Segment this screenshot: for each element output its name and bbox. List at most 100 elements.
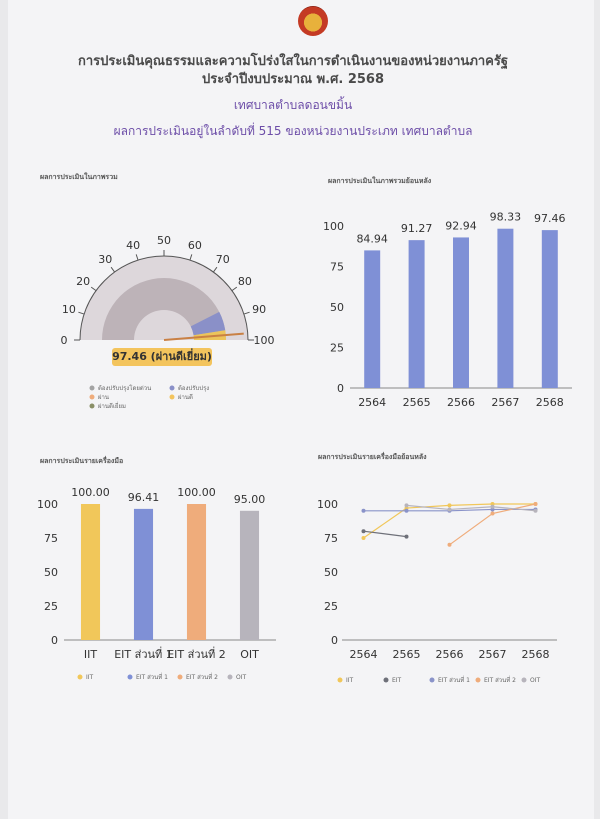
tool-data-label: 96.41 <box>128 491 160 504</box>
tool-history-legend-label: EIT ส่วนที่ 1 <box>438 676 470 684</box>
tool-history-legend-marker <box>383 677 389 683</box>
agency-name: เทศบาลตำบลดอนขมิ้น <box>233 98 353 112</box>
tool-bar <box>133 508 154 640</box>
tool-history-point <box>447 507 452 512</box>
gauge-tick-mark <box>90 286 97 292</box>
gauge-legend-label: ต้องปรับปรุงโดยด่วน <box>98 384 151 392</box>
gauge-legend-marker <box>169 385 175 391</box>
tool-ytick-label: 100 <box>37 498 58 511</box>
history-ytick-label: 25 <box>330 342 344 355</box>
history-ytick-label: 50 <box>330 301 344 314</box>
tool-data-label: 100.00 <box>71 486 110 499</box>
tool-history-series-line <box>406 504 536 512</box>
tool-history-legend-label: EIT <box>392 677 402 684</box>
tool-history-point <box>404 534 409 539</box>
gauge-legend-label: ผ่านดี <box>178 393 193 401</box>
gauge-tick-label: 40 <box>126 239 140 252</box>
tool-ytick-label: 0 <box>51 634 58 647</box>
history-data-label: 97.46 <box>534 212 566 225</box>
history-bar <box>408 240 425 388</box>
tool-legend-label: OIT <box>236 674 246 681</box>
tool-history-xtick-label: 2568 <box>522 648 550 661</box>
tool-bar <box>80 504 101 640</box>
tool-data-label: 95.00 <box>234 493 266 506</box>
tool-history-ytick-label: 25 <box>324 600 338 613</box>
tool-xtick-label: OIT <box>240 648 259 661</box>
history-data-label: 91.27 <box>401 222 433 235</box>
tool-xtick-label: EIT ส่วนที่ 1 <box>114 646 173 661</box>
gauge-legend-marker <box>169 394 175 400</box>
history-xtick-label: 2564 <box>358 396 386 409</box>
gauge-tick-label: 20 <box>76 275 90 288</box>
tool-history-legend-marker <box>521 677 527 683</box>
tool-ytick-label: 50 <box>44 566 58 579</box>
gauge-band-improve <box>190 311 226 336</box>
tool-history-ytick-label: 100 <box>317 498 338 511</box>
gauge-tick-mark <box>110 266 116 273</box>
history-ytick-label: 75 <box>330 261 344 274</box>
tool-history-point <box>404 508 409 513</box>
gauge-needle <box>163 332 244 341</box>
tool-legend-marker <box>77 674 83 680</box>
tool-history-legend-label: OIT <box>530 677 540 684</box>
tool-history-point <box>361 529 366 534</box>
tool-history-legend-marker <box>429 677 435 683</box>
tool-ytick-label: 25 <box>44 600 58 613</box>
history-xtick-label: 2566 <box>447 396 475 409</box>
gauge-tick-mark <box>212 266 218 273</box>
tool-history-ytick-label: 75 <box>324 532 338 545</box>
tool-data-label: 100.00 <box>177 486 216 499</box>
tool-legend-label: IIT <box>86 674 94 681</box>
tool-history-ytick-label: 50 <box>324 566 338 579</box>
tool-history-point <box>404 503 409 508</box>
section-by-tool: ผลการประเมินรายเครื่องมือ <box>40 457 124 465</box>
history-bar <box>541 230 558 388</box>
tool-history-point <box>447 503 452 508</box>
history-data-label: 98.33 <box>490 211 522 224</box>
gauge-legend-label: ต้องปรับปรุง <box>178 385 209 392</box>
history-bar <box>364 250 381 388</box>
gauge-tick-label: 60 <box>188 239 202 252</box>
tool-history-xtick-label: 2567 <box>479 648 507 661</box>
history-ytick-label: 100 <box>323 220 344 233</box>
gauge-outer-arc <box>79 255 249 341</box>
document-page <box>8 0 594 819</box>
tool-legend-label: EIT ส่วนที่ 2 <box>186 673 218 681</box>
history-bar <box>497 228 514 388</box>
tool-history-legend-marker <box>475 677 481 683</box>
gauge-tick-label: 10 <box>62 303 76 316</box>
gauge-tick-label: 0 <box>61 334 68 347</box>
gauge-tick-label: 90 <box>252 303 266 316</box>
history-data-label: 84.94 <box>356 232 388 245</box>
history-xtick-label: 2568 <box>536 396 564 409</box>
tool-history-legend-label: EIT ส่วนที่ 2 <box>484 676 516 684</box>
gauge-tick-label: 30 <box>98 253 112 266</box>
section-tool-history: ผลการประเมินรายเครื่องมือย้อนหลัง <box>318 453 427 461</box>
tool-history-legend-marker <box>337 677 343 683</box>
gauge-legend-label: ผ่าน <box>98 394 109 401</box>
tool-history-point <box>361 536 366 540</box>
tool-history-xtick-label: 2565 <box>393 648 421 661</box>
gauge-tick-mark <box>78 311 85 315</box>
history-xtick-label: 2567 <box>491 396 519 409</box>
gauge-tick-label: 80 <box>238 275 252 288</box>
report-fiscal-year: ประจำปีงบประมาณ พ.ศ. 2568 <box>201 72 385 87</box>
gauge-tick-mark <box>243 311 250 315</box>
gauge-tick-mark <box>189 254 193 261</box>
tool-legend-marker <box>177 674 183 680</box>
tool-history-legend-label: IIT <box>346 677 354 684</box>
gauge-score-badge: 97.46 (ผ่านดีเยี่ยม) <box>112 348 212 366</box>
gauge-legend-marker <box>89 385 95 391</box>
tool-bar <box>186 504 207 640</box>
tool-history-point <box>490 511 495 516</box>
tool-xtick-label: IIT <box>84 648 97 661</box>
tool-history-point <box>533 508 538 513</box>
tool-history-point <box>490 504 495 509</box>
tool-history-xtick-label: 2566 <box>436 648 464 661</box>
tool-xtick-label: EIT ส่วนที่ 2 <box>167 646 226 661</box>
gauge-tick-mark <box>135 254 139 261</box>
agency-emblem-logo <box>298 6 328 36</box>
tool-history-ytick-label: 0 <box>331 634 338 647</box>
report-title: การประเมินคุณธรรมและความโปร่งใสในการดำเน… <box>77 54 509 69</box>
